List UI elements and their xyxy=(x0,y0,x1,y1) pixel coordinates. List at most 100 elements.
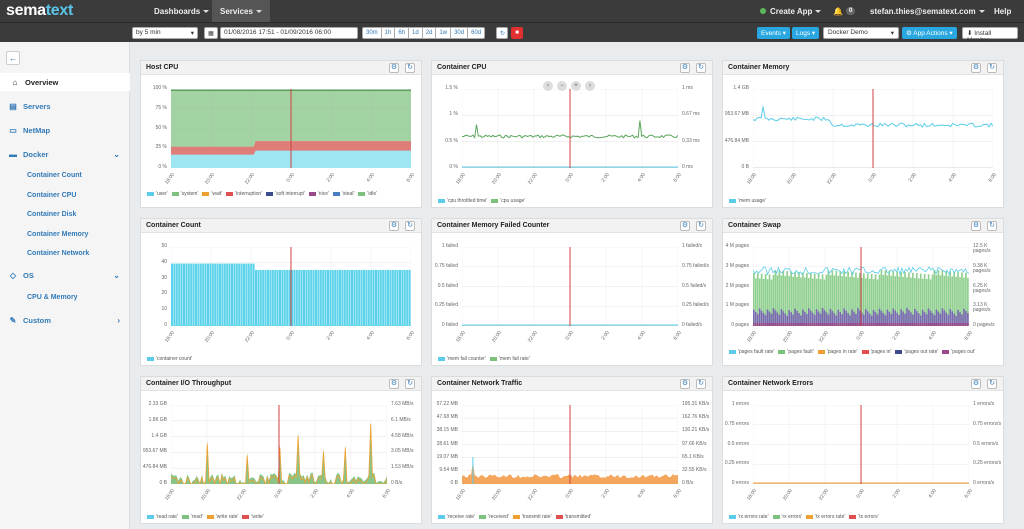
zoom-out-icon[interactable]: − xyxy=(557,81,567,91)
sidebar-item-custom[interactable]: ✎ Custom › xyxy=(9,315,120,325)
legend-item[interactable]: 'nice' xyxy=(308,191,329,197)
chevron-left-icon[interactable]: ‹ xyxy=(543,81,553,91)
sidebar-sub-container-cpu[interactable]: Container CPU xyxy=(27,192,77,199)
sematext-logo[interactable]: sematext xyxy=(6,2,73,19)
legend-item[interactable]: 'mem fail counter' xyxy=(438,356,486,362)
events-button[interactable]: Events ▾ xyxy=(757,27,790,39)
legend-item[interactable]: 'rx errors rate' xyxy=(729,514,769,520)
app-select[interactable]: Docker Demo ▾ xyxy=(823,27,899,39)
sidebar-sub-container-disk[interactable]: Container Disk xyxy=(27,211,77,218)
legend-item[interactable]: 'pages out rate' xyxy=(895,349,938,355)
legend-item[interactable]: 'receive rate' xyxy=(438,514,475,520)
refresh-icon[interactable]: ↻ xyxy=(987,221,997,231)
gear-icon[interactable]: ⚙ xyxy=(680,221,690,231)
gear-icon[interactable]: ⚙ xyxy=(971,221,981,231)
menu-services[interactable]: Services xyxy=(212,0,270,22)
legend-item[interactable]: 'mem fail rate' xyxy=(489,356,530,362)
legend-item[interactable]: 'read' xyxy=(181,514,203,520)
gear-icon[interactable]: ⚙ xyxy=(971,379,981,389)
user-menu[interactable]: stefan.thies@sematext.com xyxy=(862,0,993,22)
legend-item[interactable]: 'read rate' xyxy=(147,514,178,520)
gear-icon[interactable]: ⚙ xyxy=(389,63,399,73)
range-60d[interactable]: 60d xyxy=(468,27,486,39)
logs-button[interactable]: Logs ▾ xyxy=(792,27,820,39)
legend-item[interactable]: 'wait' xyxy=(202,191,222,197)
range-30d[interactable]: 30d xyxy=(451,27,469,39)
range-30m[interactable]: 30m xyxy=(362,27,382,39)
create-app-button[interactable]: Create App xyxy=(752,0,829,22)
legend-item[interactable]: 'tx errors rate' xyxy=(806,514,845,520)
gear-icon[interactable]: ⚙ xyxy=(389,379,399,389)
stop-icon[interactable]: ■ xyxy=(511,27,523,39)
chart-plot-area[interactable] xyxy=(171,247,411,326)
sidebar-item-netmap[interactable]: ▭ NetMap xyxy=(9,125,51,135)
refresh-icon[interactable]: ↻ xyxy=(496,27,508,39)
chart-plot-area[interactable] xyxy=(171,405,387,484)
sidebar-item-overview[interactable]: ⌂ Overview xyxy=(0,73,130,91)
refresh-icon[interactable]: ↻ xyxy=(696,379,706,389)
zoom-in-icon[interactable]: + xyxy=(571,81,581,91)
legend-item[interactable]: 'interruption' xyxy=(226,191,262,197)
help-link[interactable]: Help xyxy=(994,6,1012,16)
app-actions-button[interactable]: ⚙ App Actions ▾ xyxy=(902,27,957,39)
legend-item[interactable]: 'transmitted' xyxy=(555,514,591,520)
sidebar-item-os[interactable]: ◇ OS ⌄ xyxy=(9,270,120,280)
legend-item[interactable]: 'steal' xyxy=(332,191,354,197)
legend-item[interactable]: 'mem usage' xyxy=(729,198,766,204)
chart-plot-area[interactable] xyxy=(753,247,969,326)
legend-item[interactable]: 'cpu usage' xyxy=(491,198,525,204)
legend-item[interactable]: 'system' xyxy=(171,191,198,197)
sidebar-sub-container-network[interactable]: Container Network xyxy=(27,250,90,257)
legend-item[interactable]: 'pages in rate' xyxy=(817,349,858,355)
install-monitor-button[interactable]: ⬇ Install Monitor xyxy=(962,27,1018,44)
legend-item[interactable]: 'tx errors' xyxy=(849,514,879,520)
chart-plot-area[interactable] xyxy=(753,405,969,484)
refresh-icon[interactable]: ↻ xyxy=(696,63,706,73)
refresh-icon[interactable]: ↻ xyxy=(405,63,415,73)
legend-item[interactable]: 'cpu throttled time' xyxy=(438,198,487,204)
calendar-icon[interactable]: ▦ xyxy=(204,27,218,39)
sidebar-sub-container-count[interactable]: Container Count xyxy=(27,172,82,179)
refresh-icon[interactable]: ↻ xyxy=(405,221,415,231)
legend-item[interactable]: 'idle' xyxy=(358,191,377,197)
sidebar-sub-cpu-memory[interactable]: CPU & Memory xyxy=(27,294,78,301)
menu-dashboards[interactable]: Dashboards xyxy=(146,0,217,22)
arrow-left-icon[interactable]: ← xyxy=(6,51,20,65)
range-2d[interactable]: 2d xyxy=(422,27,437,39)
range-1h[interactable]: 1h xyxy=(381,27,396,39)
sidebar-sub-container-memory[interactable]: Container Memory xyxy=(27,231,89,238)
legend-item[interactable]: 'received' xyxy=(479,514,509,520)
legend-item[interactable]: 'container count' xyxy=(147,356,192,362)
chart-plot-area[interactable] xyxy=(753,89,993,168)
legend-item[interactable]: 'rx errors' xyxy=(772,514,802,520)
refresh-icon[interactable]: ↻ xyxy=(405,379,415,389)
legend-item[interactable]: 'pages in' xyxy=(861,349,891,355)
chart-plot-area[interactable] xyxy=(462,247,678,326)
range-1w[interactable]: 1w xyxy=(436,27,452,39)
chart-plot-area[interactable] xyxy=(171,89,411,168)
legend-item[interactable]: 'transmit rate' xyxy=(512,514,552,520)
chart-plot-area[interactable] xyxy=(462,89,678,168)
sidebar-item-docker[interactable]: ▬ Docker ⌄ xyxy=(9,149,120,159)
gear-icon[interactable]: ⚙ xyxy=(971,63,981,73)
range-1d[interactable]: 1d xyxy=(409,27,423,39)
refresh-icon[interactable]: ↻ xyxy=(696,221,706,231)
notifications-button[interactable]: 🔔 0 xyxy=(825,0,863,22)
chevron-right-icon[interactable]: › xyxy=(585,81,595,91)
refresh-icon[interactable]: ↻ xyxy=(987,63,997,73)
chart-plot-area[interactable] xyxy=(462,405,678,484)
gear-icon[interactable]: ⚙ xyxy=(389,221,399,231)
legend-item[interactable]: 'user' xyxy=(147,191,168,197)
range-6h[interactable]: 6h xyxy=(395,27,410,39)
legend-item[interactable]: 'write' xyxy=(242,514,264,520)
interval-select[interactable]: by 5 min ▾ xyxy=(132,27,198,39)
gear-icon[interactable]: ⚙ xyxy=(680,379,690,389)
legend-item[interactable]: 'write rate' xyxy=(206,514,238,520)
date-range-input[interactable]: 01/08/2016 17:51 - 01/09/2016 06:00 xyxy=(220,27,358,39)
legend-item[interactable]: 'soft interrupt' xyxy=(266,191,305,197)
sidebar-item-servers[interactable]: ▤ Servers xyxy=(9,101,51,111)
gear-icon[interactable]: ⚙ xyxy=(680,63,690,73)
refresh-icon[interactable]: ↻ xyxy=(987,379,997,389)
legend-item[interactable]: 'pages fault' xyxy=(778,349,814,355)
legend-item[interactable]: 'pages out' xyxy=(942,349,975,355)
